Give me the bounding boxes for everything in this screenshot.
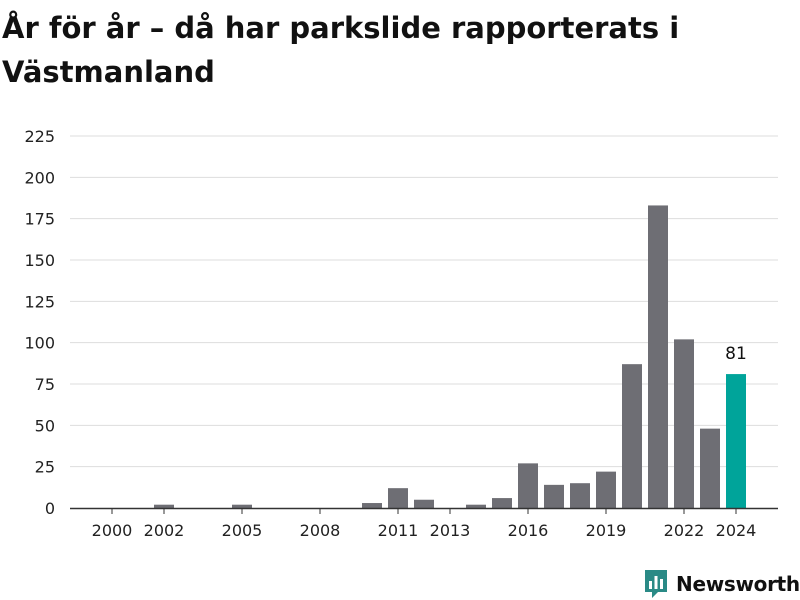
bar (154, 505, 174, 508)
y-tick-label: 25 (35, 458, 55, 477)
x-tick-label: 2024 (716, 521, 757, 540)
y-tick-label: 50 (35, 416, 55, 435)
brand: Newsworthy (644, 569, 800, 599)
bar (648, 205, 668, 508)
brand-name: Newsworthy (676, 572, 800, 596)
bar (232, 505, 252, 508)
bar (622, 364, 642, 508)
bar (414, 500, 434, 508)
bar (388, 488, 408, 508)
newsworthy-logo-icon (644, 569, 668, 599)
x-tick-label: 2002 (144, 521, 185, 540)
bar (466, 505, 486, 508)
bar (700, 429, 720, 508)
y-tick-label: 75 (35, 375, 55, 394)
y-tick-label: 225 (24, 127, 55, 146)
x-tick-label: 2019 (586, 521, 627, 540)
y-tick-label: 200 (24, 168, 55, 187)
bar (544, 485, 564, 508)
y-tick-label: 125 (24, 292, 55, 311)
bar (492, 498, 512, 508)
y-tick-label: 100 (24, 334, 55, 353)
x-tick-label: 2013 (430, 521, 471, 540)
bar-highlight (726, 374, 746, 508)
x-tick-label: 2005 (222, 521, 263, 540)
data-labels: 81 (725, 344, 747, 364)
y-tick-label: 175 (24, 210, 55, 229)
grid-lines (70, 136, 778, 467)
y-tick-label: 150 (24, 251, 55, 270)
data-label: 81 (725, 344, 747, 364)
x-tick-label: 2011 (378, 521, 419, 540)
bar (596, 472, 616, 508)
y-axis: 0 25 50 75 100 125 150 175 200 225 (24, 127, 55, 518)
x-tick-label: 2016 (508, 521, 549, 540)
y-tick-label: 0 (45, 499, 55, 518)
bars (154, 205, 746, 508)
bar (674, 339, 694, 508)
x-tick-label: 2022 (664, 521, 705, 540)
bar (518, 463, 538, 508)
bar (362, 503, 382, 508)
x-tick-label: 2008 (300, 521, 341, 540)
x-tick-label: 2000 (92, 521, 133, 540)
bar (570, 483, 590, 508)
x-axis: 2000 2002 2005 2008 2011 2013 2016 2019 2022 2024 (70, 508, 778, 540)
